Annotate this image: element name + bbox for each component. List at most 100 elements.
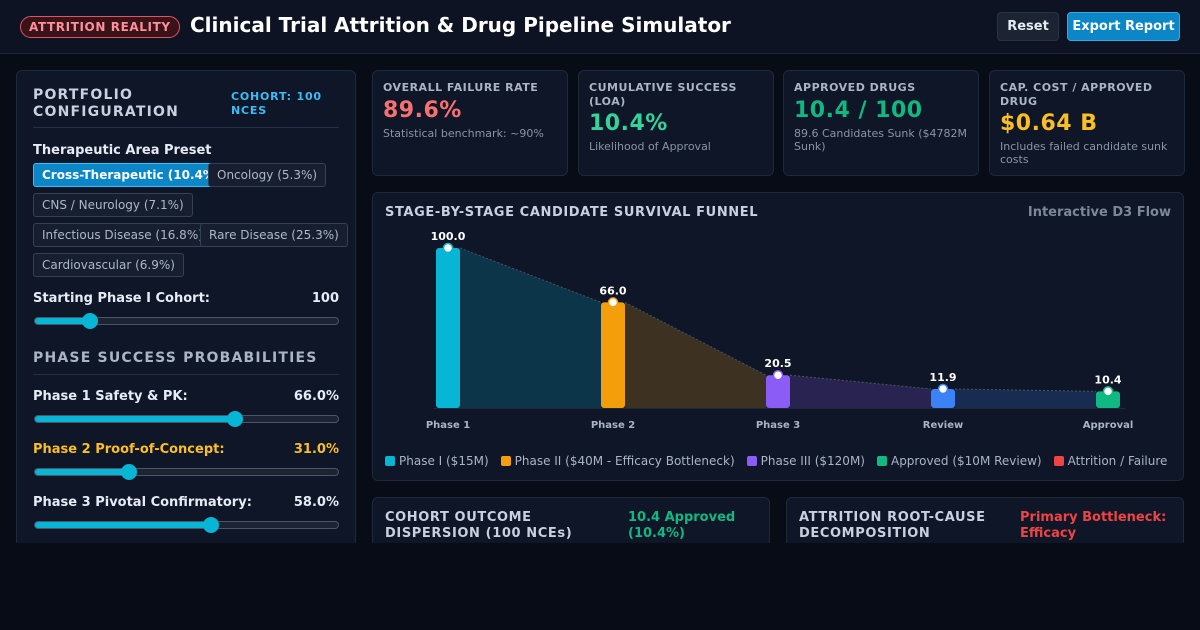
data-label: 11.9 bbox=[929, 371, 956, 384]
data-label: 20.5 bbox=[764, 357, 791, 370]
cohort-label: Starting Phase I Cohort: bbox=[33, 291, 210, 306]
slider-thumb[interactable] bbox=[226, 411, 243, 427]
legend-label: Attrition / Failure bbox=[1067, 454, 1168, 468]
phase-3-label: Phase 3 Pivotal Confirmatory: bbox=[33, 495, 252, 510]
category-label: Approval bbox=[1083, 420, 1134, 431]
dispersion-title: COHORT OUTCOME DISPERSION (100 NCEs) bbox=[385, 510, 573, 541]
preset-rare-disease[interactable]: Rare Disease (25.3%) bbox=[200, 223, 348, 247]
kpi-subtext: Includes failed candidate sunk costs bbox=[1000, 140, 1168, 166]
legend-label: Approved ($10M Review) bbox=[890, 454, 1042, 468]
legend-item: Phase III ($120M) bbox=[746, 454, 865, 468]
legend-swatch bbox=[1053, 456, 1064, 466]
funnel-title: STAGE-BY-STAGE CANDIDATE SURVIVAL FUNNEL bbox=[385, 205, 759, 220]
phase-2-value: 31.0% bbox=[293, 442, 339, 457]
kpi-label: OVERALL FAILURE RATE bbox=[383, 81, 539, 94]
divider bbox=[33, 374, 339, 375]
survival-funnel-panel: 100.0 Phase 1 66.0 Phase 2 20.5 Phase 3 11.9 Re… bbox=[372, 192, 1184, 481]
kpi-value: 10.4% bbox=[589, 111, 668, 136]
category-label: Review bbox=[923, 420, 963, 431]
app-title: Clinical Trial Attrition & Drug Pipeline… bbox=[190, 13, 731, 37]
cohort-slider[interactable] bbox=[34, 313, 339, 329]
bar-node bbox=[1102, 386, 1114, 397]
kpi-approved-drugs: APPROVED DRUGS 10.4 / 100 89.6 Candidate… bbox=[783, 70, 979, 176]
phase-3-slider[interactable] bbox=[34, 517, 339, 533]
flow-band bbox=[790, 375, 931, 408]
flow-edge bbox=[954, 388, 1097, 392]
legend-item: Attrition / Failure bbox=[1053, 454, 1168, 468]
legend-swatch bbox=[500, 456, 511, 466]
viewport-edge bbox=[0, 543, 1200, 630]
flow-band bbox=[625, 302, 766, 408]
kpi-value: $0.64 B bbox=[1000, 111, 1098, 136]
phase-1-value: 66.0% bbox=[293, 389, 339, 404]
export-report-button[interactable]: Export Report bbox=[1067, 12, 1180, 41]
funnel-tag: Interactive D3 Flow bbox=[1027, 205, 1171, 220]
category-label: Phase 1 bbox=[426, 420, 470, 431]
kpi-label: CUMULATIVE SUCCESS (LOA) bbox=[589, 81, 737, 108]
legend-label: Phase I ($15M) bbox=[399, 454, 489, 468]
kpi-label: APPROVED DRUGS bbox=[794, 81, 916, 94]
phase-3-value: 58.0% bbox=[293, 495, 339, 510]
sidebar-title: PORTFOLIO CONFIGURATION bbox=[33, 87, 180, 120]
bar-phase-3 bbox=[766, 375, 790, 408]
kpi-subtext: 89.6 Candidates Sunk ($4782M Sunk) bbox=[794, 127, 968, 153]
phase-1-label: Phase 1 Safety & PK: bbox=[33, 389, 188, 404]
bar-review bbox=[931, 388, 955, 408]
legend-label: Phase III ($120M) bbox=[760, 454, 865, 468]
funnel-chart[interactable]: 100.0 Phase 1 66.0 Phase 2 20.5 Phase 3 11.9 Re… bbox=[373, 193, 1185, 482]
divider bbox=[33, 127, 339, 128]
preset-label: Therapeutic Area Preset bbox=[33, 143, 212, 158]
top-bar: ATTRITION REALITY Clinical Trial Attriti… bbox=[0, 0, 1200, 54]
phase-probabilities-heading: PHASE SUCCESS PROBABILITIES bbox=[33, 350, 318, 366]
legend-item: Phase II ($40M - Efficacy Bottleneck) bbox=[500, 454, 735, 468]
preset-cardiovascular[interactable]: Cardiovascular (6.9%) bbox=[33, 253, 184, 277]
slider-thumb[interactable] bbox=[202, 517, 219, 533]
legend-swatch bbox=[746, 456, 757, 466]
preset-cross-therapeutic[interactable]: Cross-Therapeutic (10.4%) bbox=[33, 163, 230, 187]
legend-label: Phase II ($40M - Efficacy Bottleneck) bbox=[514, 454, 735, 468]
kpi-cost-per-approved-drug: CAP. COST / APPROVED DRUG $0.64 B Includ… bbox=[989, 70, 1185, 176]
reset-button[interactable]: Reset bbox=[997, 12, 1059, 41]
preset-infectious-disease[interactable]: Infectious Disease (16.8%) bbox=[33, 223, 212, 247]
kpi-overall-failure-rate: OVERALL FAILURE RATE 89.6% Statistical b… bbox=[372, 70, 568, 176]
flow-band bbox=[460, 248, 601, 408]
category-label: Phase 3 bbox=[756, 420, 800, 431]
bar-node bbox=[607, 297, 619, 308]
data-label: 10.4 bbox=[1094, 373, 1121, 386]
phase-2-slider[interactable] bbox=[34, 464, 339, 480]
preset-oncology[interactable]: Oncology (5.3%) bbox=[208, 163, 327, 187]
kpi-subtext: Statistical benchmark: ~90% bbox=[383, 127, 544, 140]
slider-fill bbox=[35, 318, 90, 324]
category-label: Phase 2 bbox=[591, 420, 635, 431]
attrition-badge: ATTRITION REALITY bbox=[20, 16, 180, 38]
bar-node bbox=[937, 383, 949, 395]
slider-fill bbox=[35, 416, 235, 422]
kpi-label: CAP. COST / APPROVED DRUG bbox=[1000, 81, 1153, 108]
data-label: 66.0 bbox=[599, 284, 626, 297]
bar-phase-2 bbox=[601, 302, 625, 408]
phase-2-label: Phase 2 Proof-of-Concept: bbox=[33, 442, 225, 457]
legend-item: Phase I ($15M) bbox=[385, 454, 489, 468]
slider-thumb[interactable] bbox=[81, 313, 98, 329]
bar-approval bbox=[1096, 391, 1120, 408]
bar-node bbox=[772, 369, 784, 381]
dispersion-tag: 10.4 Approved (10.4%) bbox=[628, 510, 736, 541]
data-label: 100.0 bbox=[431, 230, 466, 243]
legend-swatch bbox=[385, 456, 395, 466]
flow-band bbox=[955, 388, 1096, 408]
cohort-value: 100 bbox=[311, 291, 339, 306]
phase-1-slider[interactable] bbox=[34, 411, 339, 427]
legend-swatch bbox=[876, 456, 887, 466]
bar-phase-1 bbox=[436, 248, 460, 408]
root-cause-title: ATTRITION ROOT-CAUSE DECOMPOSITION bbox=[799, 510, 986, 541]
kpi-subtext: Likelihood of Approval bbox=[589, 140, 711, 153]
preset-cns-neurology[interactable]: CNS / Neurology (7.1%) bbox=[33, 193, 193, 217]
flow-edge bbox=[459, 247, 602, 303]
slider-thumb[interactable] bbox=[120, 464, 137, 480]
funnel-legend: Phase I ($15M) Phase II ($40M - Efficacy … bbox=[385, 454, 1167, 468]
bar-node bbox=[442, 242, 454, 254]
legend-item: Approved ($10M Review) bbox=[876, 454, 1042, 468]
flow-edge bbox=[624, 301, 767, 376]
kpi-cumulative-success: CUMULATIVE SUCCESS (LOA) 10.4% Likelihoo… bbox=[578, 70, 774, 176]
slider-fill bbox=[35, 522, 211, 528]
